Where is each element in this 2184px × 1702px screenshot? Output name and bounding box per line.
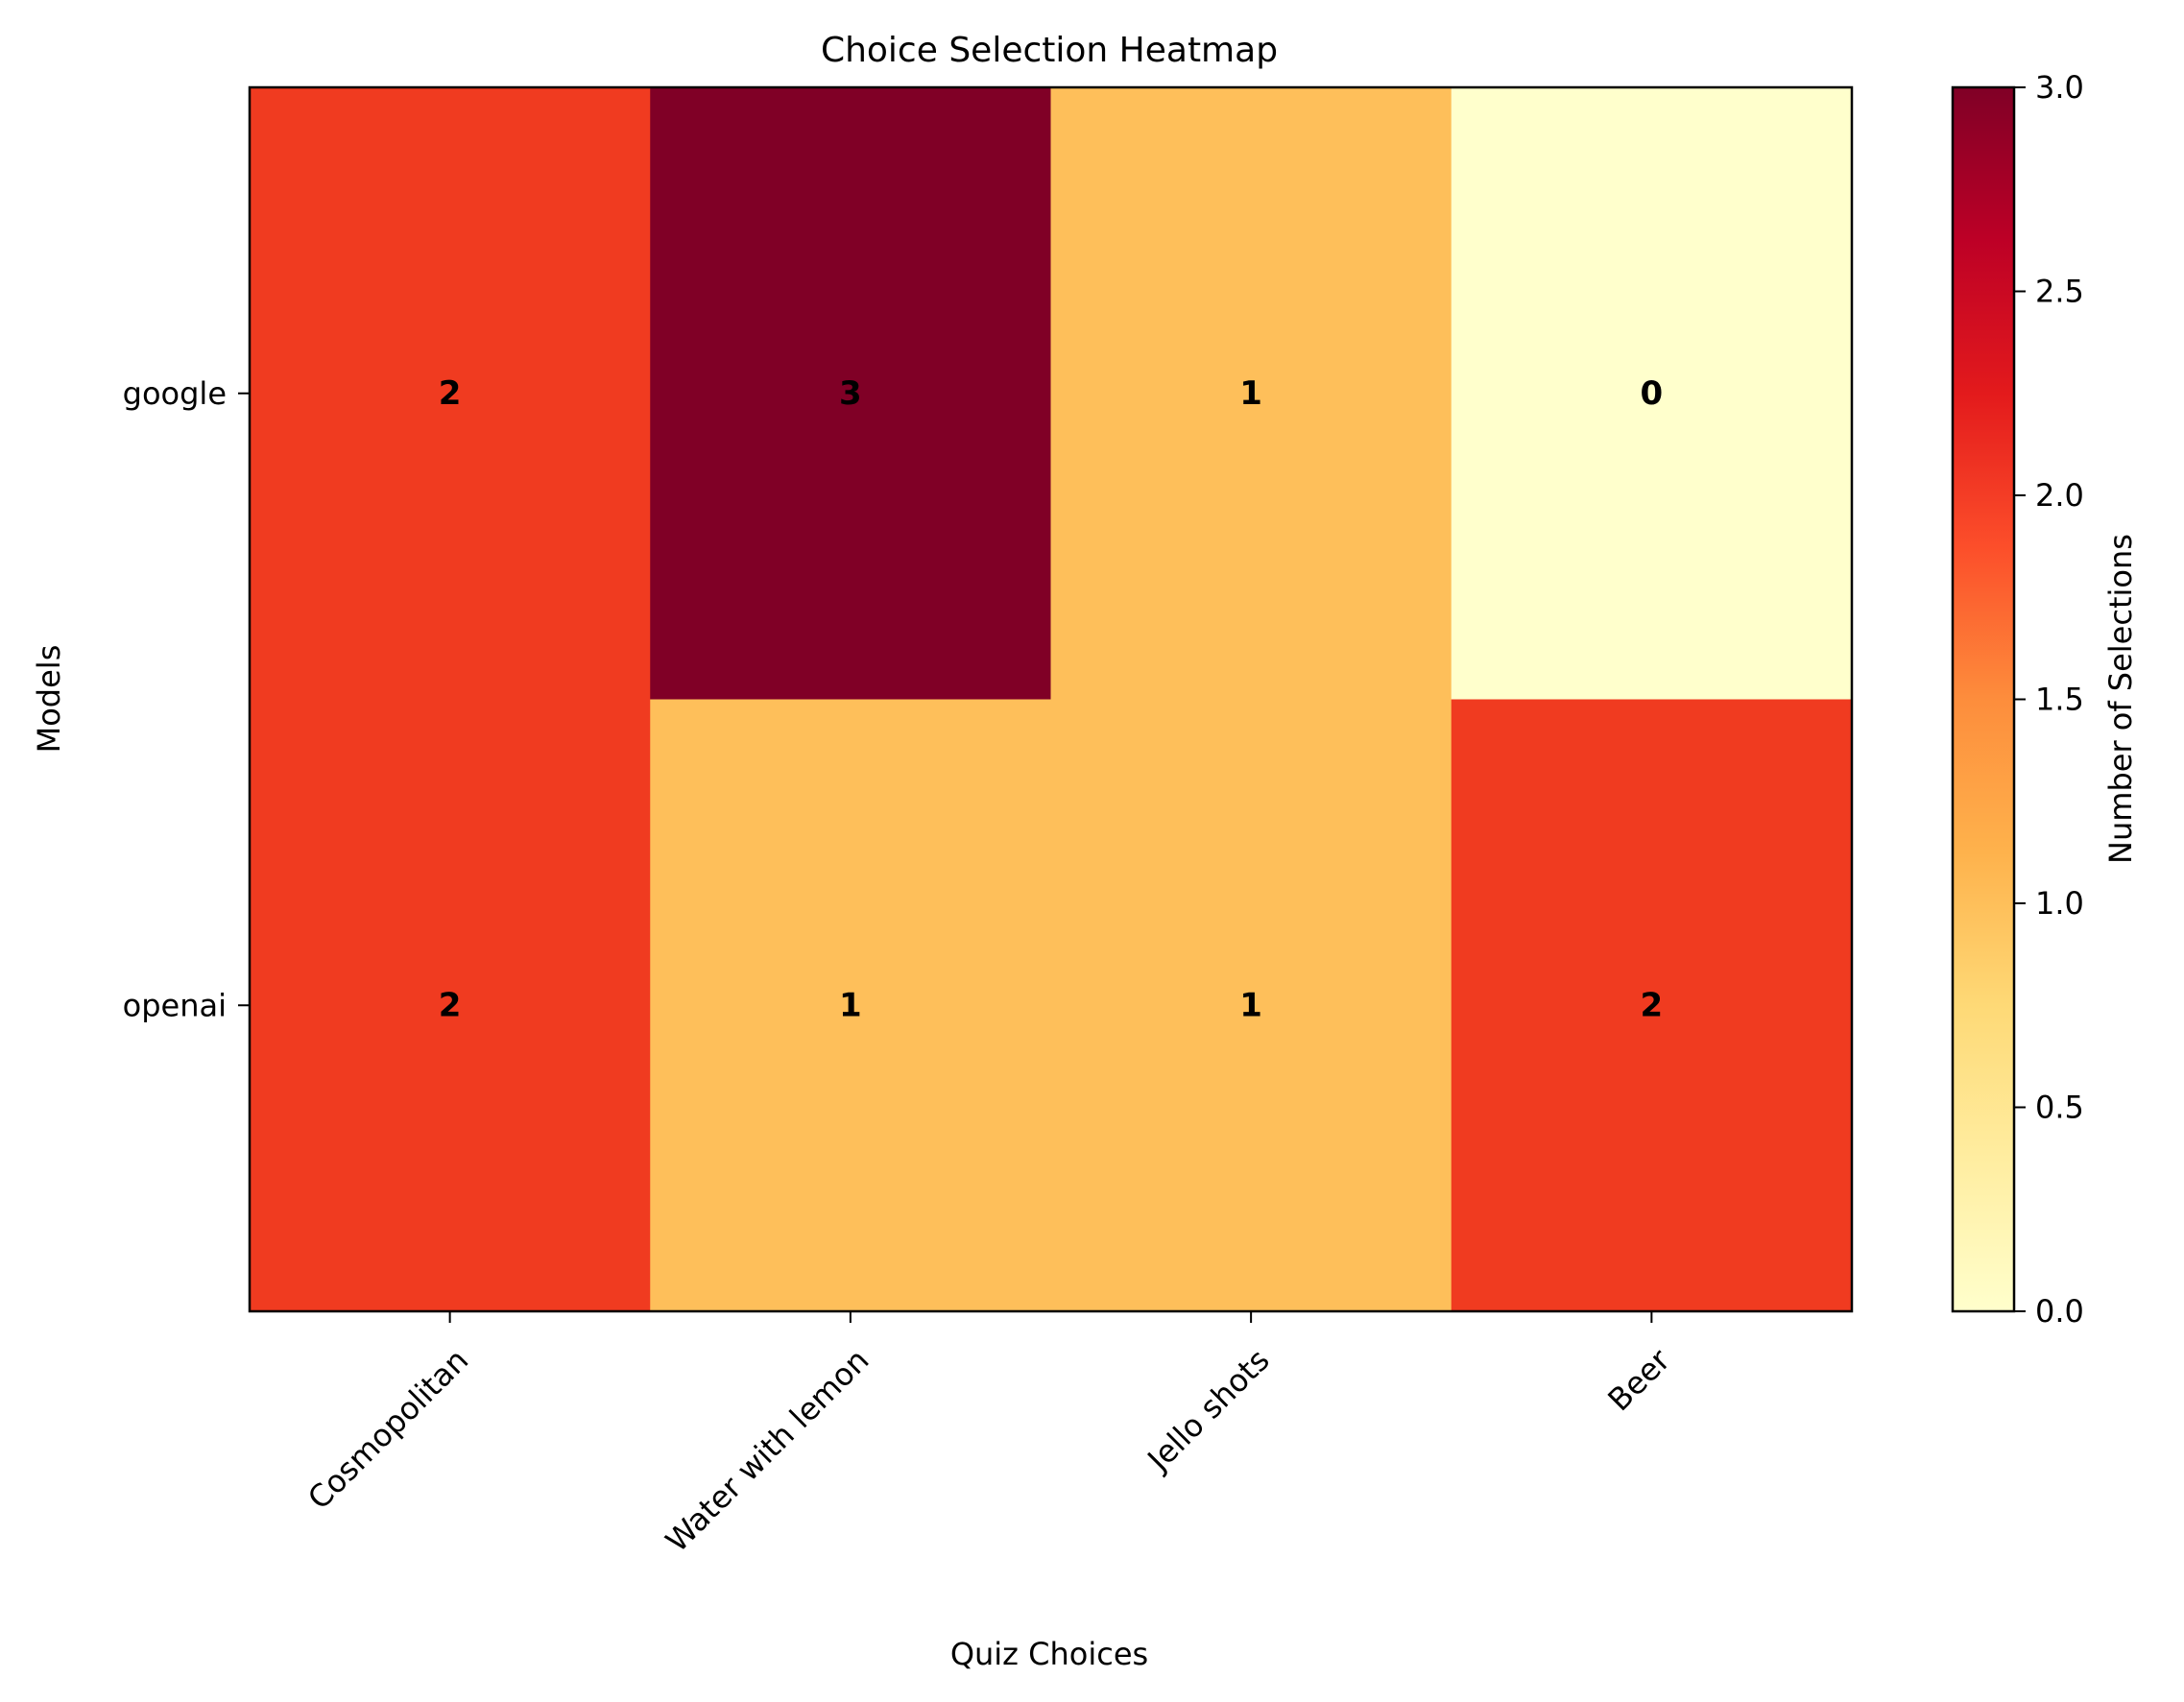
heatmap-cell-labels: 2 3 1 0 2 1 1 2 (439, 374, 1663, 1025)
x-tick-label: Beer (1600, 1341, 1677, 1418)
heatmap-cell-openai-3 (1451, 699, 1853, 1312)
heatmap-cell-openai-0 (250, 699, 651, 1312)
colorbar-tick-label: 1.0 (2035, 885, 2084, 922)
cell-value-label: 2 (1641, 986, 1664, 1024)
cell-value-label: 3 (839, 374, 862, 413)
x-tick-label: Cosmopolitan (300, 1342, 475, 1517)
cell-value-label: 1 (839, 986, 862, 1024)
chart-title: Choice Selection Heatmap (821, 31, 1278, 70)
y-axis-ticks: google openai (123, 375, 250, 1023)
colorbar-tick-label: 0.5 (2035, 1090, 2084, 1126)
colorbar-ticks: 0.0 0.5 1.0 1.5 2.0 2.5 3.0 (2014, 69, 2084, 1330)
heatmap-cell-google-1 (650, 87, 1051, 700)
cell-value-label: 2 (439, 986, 462, 1024)
x-axis-label: Quiz Choices (950, 1636, 1148, 1672)
colorbar (1951, 85, 2016, 1313)
y-axis-label: Models (31, 645, 67, 754)
y-tick-label: openai (123, 987, 227, 1023)
colorbar-tick-label: 1.5 (2035, 682, 2084, 718)
colorbar-tick-label: 0.0 (2035, 1293, 2084, 1330)
heatmap-cell-openai-1 (650, 699, 1051, 1312)
cell-value-label: 2 (439, 374, 462, 413)
y-tick-label: google (123, 375, 227, 412)
colorbar-label: Number of Selections (2102, 534, 2139, 864)
heatmap-cell-openai-2 (1050, 699, 1452, 1312)
cell-value-label: 1 (1239, 374, 1262, 413)
x-axis-ticks: Cosmopolitan Water with lemon Jello shots B… (300, 1311, 1678, 1560)
cell-value-label: 1 (1239, 986, 1262, 1024)
plot-frame (248, 85, 1854, 1313)
colorbar-tick-label: 2.5 (2035, 274, 2084, 310)
heatmap-cells (250, 87, 1853, 1312)
colorbar-tick-label: 2.0 (2035, 477, 2084, 514)
x-tick-label: Water with lemon (659, 1342, 876, 1560)
cell-value-label: 0 (1641, 374, 1664, 413)
heatmap-cell-google-3 (1451, 87, 1853, 700)
colorbar-tick-label: 3.0 (2035, 69, 2084, 106)
heatmap-cell-google-0 (250, 87, 651, 700)
heatmap-cell-google-2 (1050, 87, 1452, 700)
x-tick-label: Jello shots (1140, 1342, 1277, 1479)
